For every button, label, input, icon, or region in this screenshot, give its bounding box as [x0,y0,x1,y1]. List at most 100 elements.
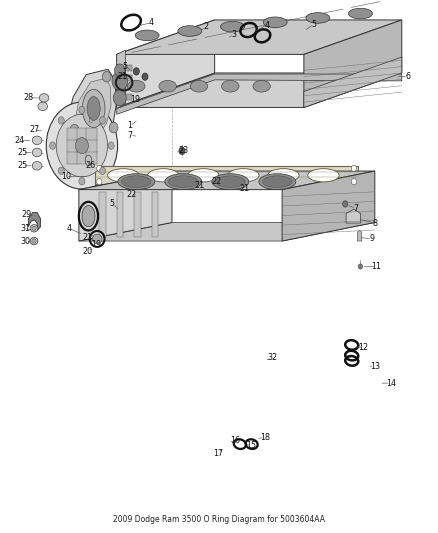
Text: 5: 5 [311,20,316,29]
Ellipse shape [187,168,219,182]
Polygon shape [117,20,402,54]
Circle shape [133,68,139,75]
Text: 11: 11 [371,262,381,271]
Circle shape [58,167,64,174]
Circle shape [351,165,357,172]
Ellipse shape [148,168,179,182]
Circle shape [179,147,185,155]
Text: 23: 23 [178,147,188,156]
Polygon shape [79,222,375,241]
Circle shape [49,142,56,149]
Polygon shape [119,84,132,91]
Ellipse shape [82,206,95,227]
Ellipse shape [32,148,42,157]
Text: 21: 21 [82,233,92,242]
Ellipse shape [32,136,42,144]
Ellipse shape [38,102,47,111]
Circle shape [108,142,114,149]
Text: 15: 15 [247,441,257,450]
Circle shape [79,177,85,185]
Text: 32: 32 [267,353,277,362]
Text: 2009 Dodge Ram 3500 O Ring Diagram for 5003604AA: 2009 Dodge Ram 3500 O Ring Diagram for 5… [113,515,325,524]
Ellipse shape [32,239,36,243]
Polygon shape [86,151,97,164]
Text: 1: 1 [127,122,132,131]
Ellipse shape [159,80,177,92]
Ellipse shape [32,161,42,170]
Polygon shape [86,127,97,140]
Text: 4: 4 [66,224,71,233]
Polygon shape [117,20,215,108]
Circle shape [79,106,85,114]
Polygon shape [79,171,375,190]
Text: 25: 25 [17,148,28,157]
Polygon shape [119,75,132,81]
Text: 24: 24 [14,136,25,145]
Polygon shape [67,151,78,164]
Text: 21: 21 [194,181,205,190]
Polygon shape [134,192,141,237]
Circle shape [102,71,111,82]
Ellipse shape [82,90,105,127]
Text: ℒ: ℒ [88,118,93,124]
Ellipse shape [263,17,287,28]
Text: 20: 20 [82,247,92,256]
Ellipse shape [32,226,36,230]
Polygon shape [77,151,87,164]
Ellipse shape [85,155,92,166]
Polygon shape [117,50,125,109]
Text: 16: 16 [230,436,240,445]
Text: 5: 5 [110,199,115,208]
Text: 6: 6 [406,72,411,81]
Text: 7: 7 [353,204,359,213]
Text: 22: 22 [212,177,222,186]
Text: 29: 29 [21,210,32,219]
Text: 2: 2 [203,22,208,31]
Circle shape [46,102,117,189]
Polygon shape [117,73,402,108]
Polygon shape [67,139,78,152]
Polygon shape [304,57,402,108]
Text: 21: 21 [239,183,249,192]
Text: 14: 14 [386,378,396,387]
Text: 12: 12 [358,343,368,352]
Text: 10: 10 [61,172,71,181]
Circle shape [97,179,102,185]
Circle shape [56,114,108,177]
Polygon shape [117,192,123,237]
Polygon shape [357,230,362,241]
Text: 25: 25 [17,161,28,170]
Text: 5: 5 [123,62,128,70]
Ellipse shape [222,80,239,92]
Ellipse shape [169,176,198,188]
Polygon shape [79,171,172,241]
Ellipse shape [118,174,155,190]
Polygon shape [282,171,375,241]
Ellipse shape [30,224,38,232]
Circle shape [75,138,88,154]
Circle shape [99,167,106,174]
Text: 19: 19 [131,95,141,104]
Ellipse shape [190,80,208,92]
Circle shape [58,117,64,124]
Text: 22: 22 [126,190,136,199]
Text: 7: 7 [127,131,132,140]
Polygon shape [304,20,402,108]
Text: 17: 17 [213,449,223,458]
Circle shape [358,264,363,269]
Text: 30: 30 [20,237,30,246]
Circle shape [113,90,126,106]
Ellipse shape [165,174,202,190]
Text: 4: 4 [265,21,269,30]
Ellipse shape [349,8,372,19]
Text: 26: 26 [85,161,95,170]
Text: 31: 31 [20,224,30,233]
Text: 28: 28 [23,93,33,102]
Ellipse shape [215,176,245,188]
Ellipse shape [220,21,244,32]
Text: 3: 3 [232,30,237,39]
Circle shape [97,165,102,172]
Circle shape [115,64,125,77]
Ellipse shape [39,94,49,102]
Ellipse shape [306,13,330,23]
